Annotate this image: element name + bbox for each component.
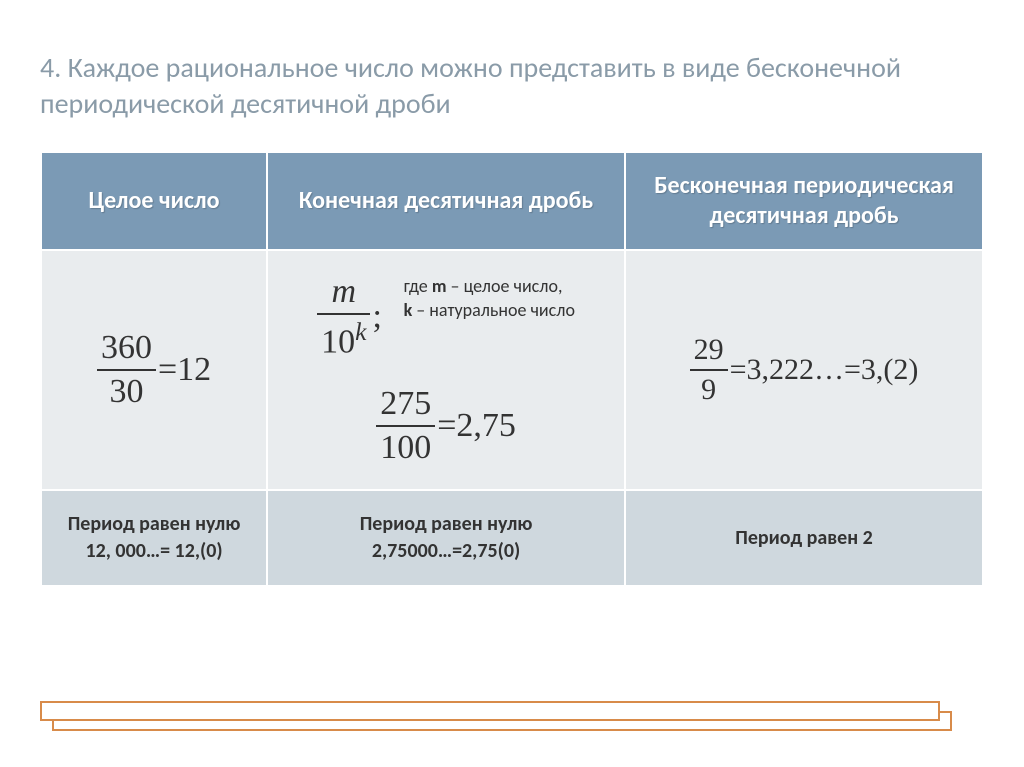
- denominator: 9: [690, 371, 728, 407]
- fraction-29-9: 29 9: [690, 333, 728, 407]
- numerator-m: m: [317, 273, 370, 315]
- equals-result: =3,222…=3,(2): [730, 353, 919, 387]
- cell-periodic-decimal-example: 29 9 =3,222…=3,(2): [625, 250, 983, 490]
- equals-result: =2,75: [437, 407, 516, 445]
- denominator: 100: [376, 427, 435, 467]
- semicolon: ;: [372, 298, 381, 336]
- equals-result: =12: [158, 351, 211, 389]
- cell-integer-example: 360 30 =12: [41, 250, 267, 490]
- numerator: 29: [690, 333, 728, 371]
- footer-periodic-period: Период равен 2: [625, 490, 983, 586]
- general-form: m 10k ;: [317, 273, 382, 361]
- example-275-100: 275 100 =2,75: [376, 385, 516, 467]
- content-row: 360 30 =12 m 10k ; где m: [41, 250, 983, 490]
- numerator: 360: [97, 329, 156, 371]
- footer-finite-period: Период равен нулю2,75000…=2,75(0): [267, 490, 625, 586]
- header-integer: Целое число: [41, 152, 267, 250]
- numerator: 275: [376, 385, 435, 427]
- footer-decoration: [52, 701, 952, 731]
- header-row: Целое число Конечная десятичная дробь Бе…: [41, 152, 983, 250]
- header-periodic-decimal: Бесконечная периодическая десятичная дро…: [625, 152, 983, 250]
- denominator-10k: 10k: [317, 315, 370, 361]
- rational-table: Целое число Конечная десятичная дробь Бе…: [40, 151, 984, 587]
- footer-row: Период равен нулю12, 000…= 12,(0) Период…: [41, 490, 983, 586]
- where-clause: где m – целое число, k – натуральное чис…: [404, 274, 575, 323]
- cell-finite-decimal-example: m 10k ; где m – целое число, k – натурал…: [267, 250, 625, 490]
- denominator: 30: [97, 371, 156, 411]
- header-finite-decimal: Конечная десятичная дробь: [267, 152, 625, 250]
- footer-integer-period: Период равен нулю12, 000…= 12,(0): [41, 490, 267, 586]
- slide-title: 4. Каждое рациональное число можно предс…: [40, 50, 984, 123]
- fraction-360-30: 360 30: [97, 329, 156, 411]
